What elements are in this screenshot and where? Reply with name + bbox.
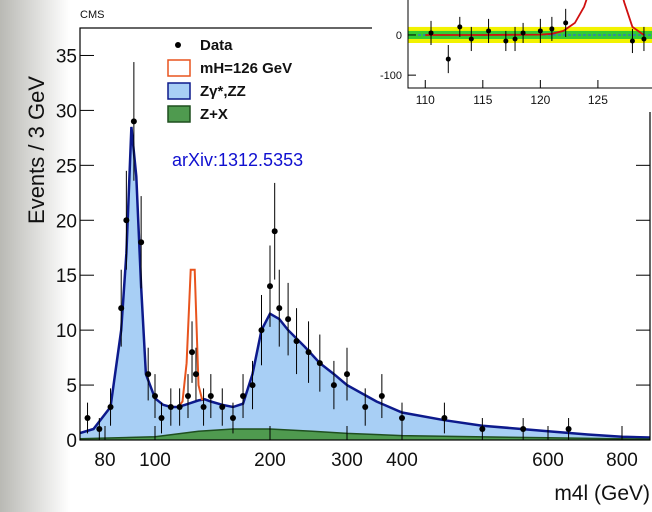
y-tick-label: 5 xyxy=(66,376,77,397)
data-point xyxy=(123,217,130,224)
data-point xyxy=(441,415,448,422)
y-tick-label: 0 xyxy=(66,431,77,452)
data-point xyxy=(486,28,492,34)
data-point xyxy=(565,426,572,433)
x-tick-label: 80 xyxy=(94,450,115,471)
legend-marker xyxy=(175,42,181,48)
data-point xyxy=(271,228,278,235)
data-point xyxy=(219,404,226,411)
legend-swatch xyxy=(167,105,191,123)
y-tick-label: -100 xyxy=(380,70,402,82)
data-point xyxy=(503,38,509,44)
data-point xyxy=(378,393,385,400)
data-point xyxy=(399,415,405,422)
data-point xyxy=(152,393,158,400)
legend-label: Zγ*,ZZ xyxy=(200,83,246,100)
main-plot: 0 5 10 15 20 25 30 35 80 100 200 300 400 600 800 Data mH… xyxy=(56,27,651,471)
inset-plot: -100 0 100 110 115 120 125 xyxy=(372,0,652,112)
data-point xyxy=(145,371,152,378)
data-point xyxy=(285,316,292,323)
data-point xyxy=(512,36,518,42)
area xyxy=(80,126,650,440)
x-tick-label: 400 xyxy=(386,450,418,471)
data-point xyxy=(520,30,526,36)
data-point xyxy=(305,349,312,356)
x-tick-label: 110 xyxy=(416,93,435,107)
background-strip xyxy=(0,0,70,512)
data-point xyxy=(158,415,165,422)
data-point xyxy=(267,283,273,290)
legend-swatch xyxy=(167,82,191,100)
data-point xyxy=(445,56,451,62)
area-line xyxy=(80,126,650,439)
data-point xyxy=(520,426,527,433)
data-point xyxy=(249,382,256,389)
data-point xyxy=(192,371,199,378)
data-point xyxy=(107,404,114,411)
x-tick-label: 115 xyxy=(473,93,492,107)
x-tick-label: 800 xyxy=(606,450,638,471)
data-point xyxy=(468,36,474,42)
legend-label: Z+X xyxy=(200,106,228,123)
inset-background xyxy=(372,0,652,112)
y-tick-label: 35 xyxy=(56,46,77,67)
legend-label: mH=126 GeV xyxy=(200,60,292,77)
data-point xyxy=(428,30,434,36)
data-point xyxy=(118,305,125,312)
frame xyxy=(79,27,651,441)
data-point xyxy=(362,404,369,411)
data-point xyxy=(176,404,183,411)
data-point xyxy=(457,24,463,30)
data-point xyxy=(200,404,207,411)
data-point xyxy=(258,327,265,334)
data-point xyxy=(344,371,350,378)
data-point xyxy=(207,393,214,400)
plot-area xyxy=(80,62,650,440)
data-point xyxy=(240,393,247,400)
data-point xyxy=(537,28,543,34)
data-point xyxy=(184,393,191,400)
data-point xyxy=(229,415,236,422)
y-tick-label: 30 xyxy=(56,101,77,122)
signal-line xyxy=(177,268,204,408)
y-tick-label: 20 xyxy=(56,211,77,232)
data-point xyxy=(96,426,103,433)
data-point xyxy=(84,415,91,422)
annotation: arXiv:1312.5353 xyxy=(172,150,303,170)
data-point xyxy=(629,38,635,44)
data-point xyxy=(189,349,196,356)
x-tick-label: 200 xyxy=(254,450,286,471)
data-point xyxy=(293,338,300,345)
legend-label: Data xyxy=(200,37,233,54)
x-tick-label: 600 xyxy=(532,450,564,471)
inset-frame xyxy=(407,0,652,89)
data-point xyxy=(549,26,555,32)
data-point xyxy=(479,426,486,433)
y-tick-label: 10 xyxy=(56,321,77,342)
data-point xyxy=(563,20,569,26)
x-tick-label: 300 xyxy=(331,450,363,471)
data-point xyxy=(316,360,323,367)
area-line xyxy=(80,428,650,440)
y-axis-label: Events / 3 GeV xyxy=(24,76,49,224)
x-tick-label: 125 xyxy=(588,93,608,107)
y-tick-label: 25 xyxy=(56,156,77,177)
y-tick-label: 100 xyxy=(384,0,402,2)
corner-label: CMS xyxy=(80,9,104,21)
x-axis-label: m4l (GeV) xyxy=(554,482,650,505)
y-tick-label: 0 xyxy=(396,30,402,42)
data-point xyxy=(330,382,337,389)
data-point xyxy=(138,239,145,246)
data-point xyxy=(167,404,174,411)
x-tick-label: 100 xyxy=(139,450,171,471)
legend-swatch xyxy=(167,59,191,77)
x-tick-label: 120 xyxy=(530,93,550,107)
data-point xyxy=(276,305,283,312)
y-tick-label: 15 xyxy=(56,266,77,287)
data-point xyxy=(641,36,647,42)
data-point xyxy=(130,118,137,125)
inset-area xyxy=(408,0,652,74)
